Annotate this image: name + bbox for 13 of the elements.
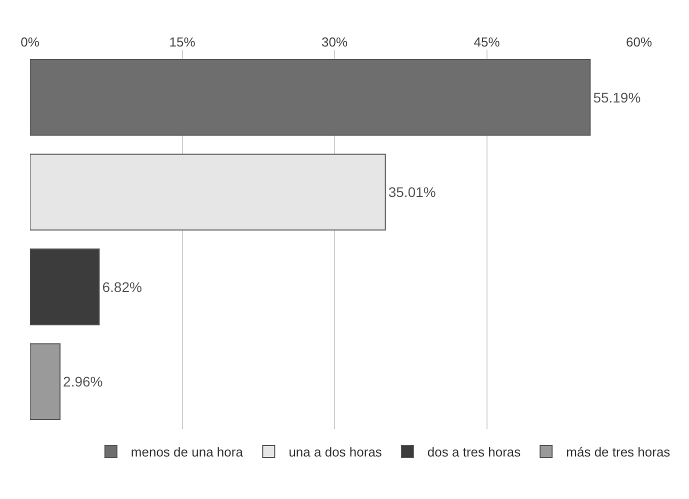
x-tick-label: 30%	[321, 34, 348, 50]
legend-label: más de tres horas	[566, 444, 671, 460]
x-tick-label: 60%	[626, 34, 652, 50]
x-tick-label: 45%	[474, 34, 500, 50]
legend-label: una a dos horas	[288, 444, 382, 460]
legend-label: dos a tres horas	[427, 444, 522, 460]
x-tick-label: 0%	[20, 34, 40, 50]
data-label: 2.96%	[63, 374, 103, 390]
x-tick-label: 15%	[169, 34, 196, 50]
data-label: 55.19%	[593, 89, 641, 106]
data-label: 6.82%	[102, 278, 142, 295]
data-label: 35.01%	[388, 184, 436, 200]
legend-label: menos de una hora	[130, 444, 244, 460]
